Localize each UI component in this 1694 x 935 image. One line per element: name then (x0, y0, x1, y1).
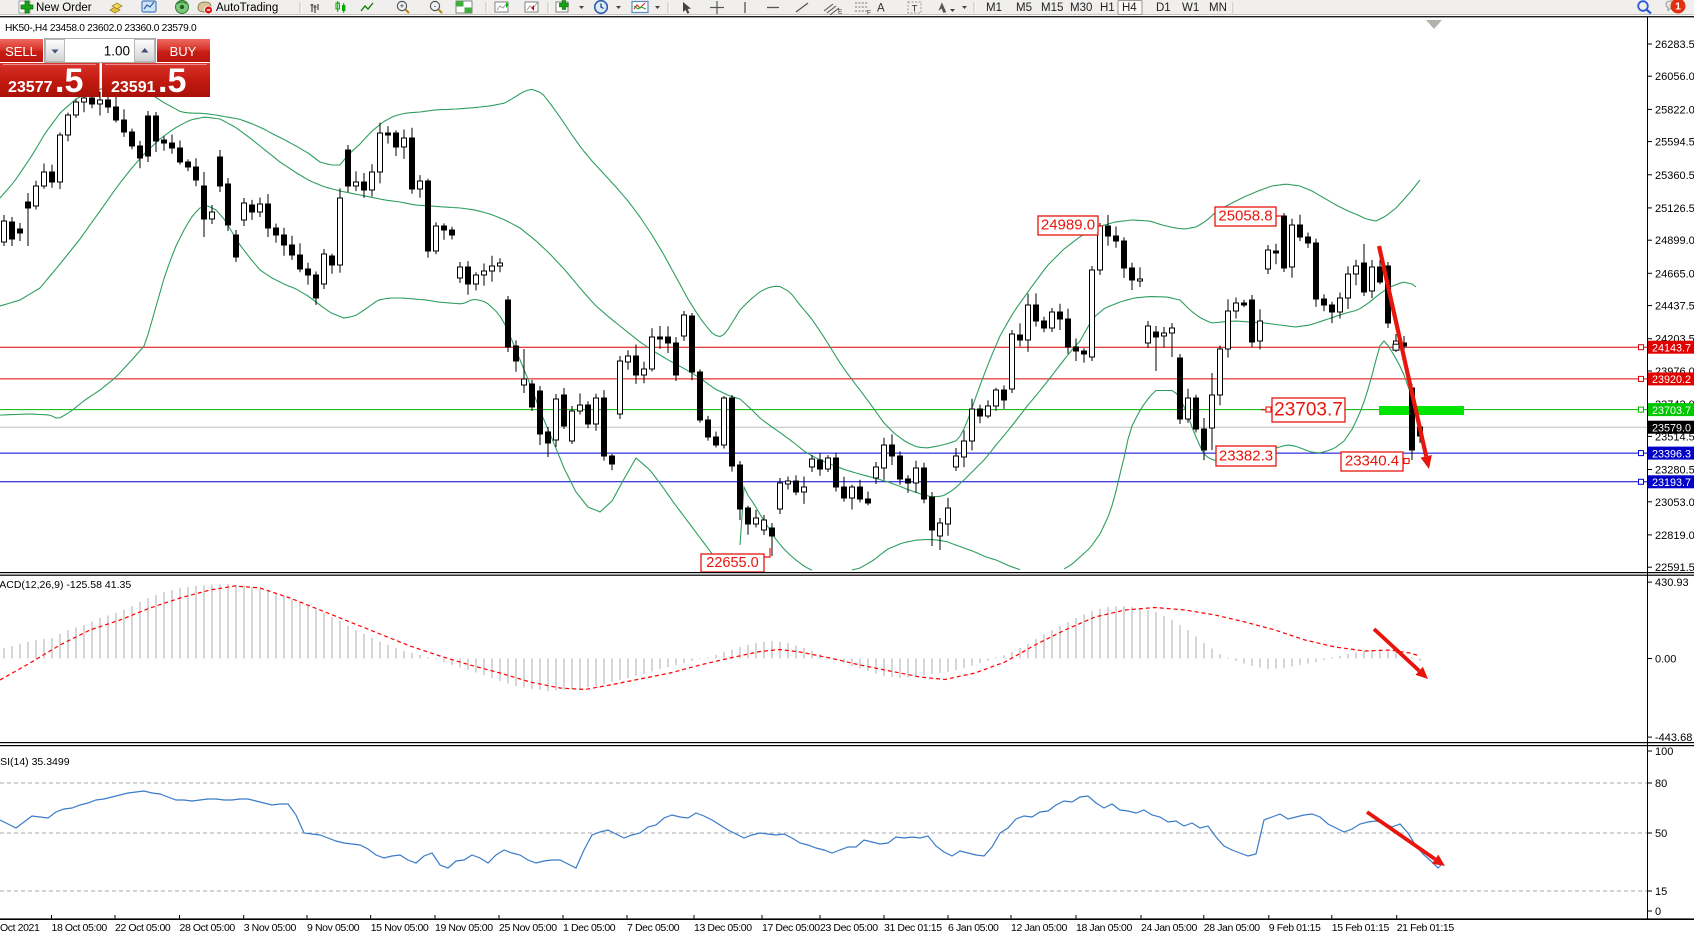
svg-text:Oct 2021: Oct 2021 (0, 922, 40, 934)
svg-text:H4: H4 (1122, 2, 1137, 14)
svg-text:0: 0 (1655, 906, 1661, 918)
svg-text:MACD(12,26,9) -125.58 41.35: MACD(12,26,9) -125.58 41.35 (0, 579, 131, 591)
svg-text:1.00: 1.00 (104, 44, 130, 59)
svg-text:1: 1 (1675, 1, 1681, 13)
svg-text:50: 50 (1655, 828, 1667, 840)
svg-text:23 Dec 05:00: 23 Dec 05:00 (820, 922, 878, 934)
svg-text:25 Nov 05:00: 25 Nov 05:00 (499, 922, 557, 934)
svg-text:W1: W1 (1182, 2, 1199, 14)
svg-text:1 Dec 05:00: 1 Dec 05:00 (563, 922, 616, 934)
svg-text:18 Jan 05:00: 18 Jan 05:00 (1076, 922, 1132, 934)
svg-text:E: E (838, 9, 843, 16)
svg-text:23920.2: 23920.2 (1652, 374, 1691, 386)
svg-text:23579.0: 23579.0 (1652, 422, 1691, 434)
svg-text:22655.0: 22655.0 (706, 555, 758, 571)
svg-text:18 Oct 05:00: 18 Oct 05:00 (52, 922, 108, 934)
svg-text:H1: H1 (1100, 2, 1115, 14)
svg-text:31 Dec 01:15: 31 Dec 01:15 (884, 922, 942, 934)
svg-text:25594.5: 25594.5 (1655, 137, 1694, 149)
svg-text:15 Feb 01:15: 15 Feb 01:15 (1332, 922, 1390, 934)
svg-text:M15: M15 (1041, 2, 1063, 14)
svg-text:25822.0: 25822.0 (1655, 104, 1694, 116)
svg-text:24437.5: 24437.5 (1655, 301, 1694, 313)
svg-text:19 Nov 05:00: 19 Nov 05:00 (435, 922, 493, 934)
svg-text:26056.0: 26056.0 (1655, 71, 1694, 83)
svg-text:23591: 23591 (111, 79, 156, 96)
svg-text:25058.8: 25058.8 (1218, 208, 1272, 225)
svg-text:-: - (434, 2, 437, 11)
svg-text:RSI(14) 35.3499: RSI(14) 35.3499 (0, 756, 70, 768)
svg-text:25126.5: 25126.5 (1655, 203, 1694, 215)
svg-text:15: 15 (1655, 886, 1667, 898)
svg-text:17 Dec 05:00: 17 Dec 05:00 (762, 922, 820, 934)
svg-text:M30: M30 (1070, 2, 1092, 14)
svg-text:6 Jan 05:00: 6 Jan 05:00 (948, 922, 999, 934)
svg-text:24989.0: 24989.0 (1041, 217, 1095, 234)
svg-text:21 Feb 01:15: 21 Feb 01:15 (1397, 922, 1455, 934)
svg-text:F: F (867, 10, 871, 17)
svg-text:23340.4: 23340.4 (1345, 453, 1399, 470)
svg-text:23703.7: 23703.7 (1652, 405, 1691, 417)
svg-text:23514.5: 23514.5 (1655, 431, 1694, 443)
svg-text:M5: M5 (1016, 2, 1032, 14)
svg-text:28 Oct 05:00: 28 Oct 05:00 (180, 922, 236, 934)
svg-text:3 Nov 05:00: 3 Nov 05:00 (244, 922, 297, 934)
svg-text:26283.5: 26283.5 (1655, 39, 1694, 51)
svg-text:New Order: New Order (36, 2, 92, 14)
svg-text:23280.5: 23280.5 (1655, 465, 1694, 477)
svg-text:22 Oct 05:00: 22 Oct 05:00 (115, 922, 171, 934)
svg-text:23053.0: 23053.0 (1655, 497, 1694, 509)
svg-text:23396.3: 23396.3 (1652, 448, 1691, 460)
svg-text:9 Feb 01:15: 9 Feb 01:15 (1269, 922, 1321, 934)
svg-text:BUY: BUY (170, 44, 197, 59)
svg-text:HK50-,H4 23458.0 23602.0 2336: HK50-,H4 23458.0 23602.0 23360.0 23579.0 (5, 23, 197, 34)
svg-text:23382.3: 23382.3 (1219, 447, 1273, 464)
svg-text:23577: 23577 (8, 79, 53, 96)
svg-text:.5: .5 (158, 62, 186, 100)
svg-text:SELL: SELL (5, 44, 37, 59)
svg-text:A: A (877, 3, 885, 15)
svg-text:AutoTrading: AutoTrading (216, 2, 278, 14)
svg-text:M1: M1 (986, 2, 1002, 14)
svg-text:9 Nov 05:00: 9 Nov 05:00 (307, 922, 360, 934)
svg-text:7 Dec 05:00: 7 Dec 05:00 (627, 922, 680, 934)
svg-text:15 Nov 05:00: 15 Nov 05:00 (371, 922, 429, 934)
svg-text:22591.5: 22591.5 (1655, 562, 1694, 574)
svg-text:D1: D1 (1156, 2, 1171, 14)
svg-text:430.93: 430.93 (1655, 577, 1689, 589)
svg-text:12 Jan 05:00: 12 Jan 05:00 (1011, 922, 1067, 934)
svg-text:22819.0: 22819.0 (1655, 530, 1694, 542)
svg-text:25360.5: 25360.5 (1655, 170, 1694, 182)
svg-text:24 Jan 05:00: 24 Jan 05:00 (1141, 922, 1197, 934)
svg-text:23193.7: 23193.7 (1652, 477, 1691, 489)
svg-text:24665.0: 24665.0 (1655, 268, 1694, 280)
svg-text:T: T (912, 4, 918, 15)
svg-text:28 Jan 05:00: 28 Jan 05:00 (1204, 922, 1260, 934)
svg-text:24899.0: 24899.0 (1655, 235, 1694, 247)
svg-text:100: 100 (1655, 746, 1673, 758)
svg-text:23703.7: 23703.7 (1274, 399, 1343, 420)
svg-text:-443.68: -443.68 (1655, 732, 1692, 744)
svg-text:+: + (400, 2, 405, 11)
svg-text:0.00: 0.00 (1655, 654, 1676, 666)
svg-text:24143.7: 24143.7 (1652, 342, 1691, 354)
svg-text:MN: MN (1209, 2, 1227, 14)
svg-text:.5: .5 (55, 62, 83, 100)
svg-text:13 Dec 05:00: 13 Dec 05:00 (694, 922, 752, 934)
svg-text:80: 80 (1655, 778, 1667, 790)
